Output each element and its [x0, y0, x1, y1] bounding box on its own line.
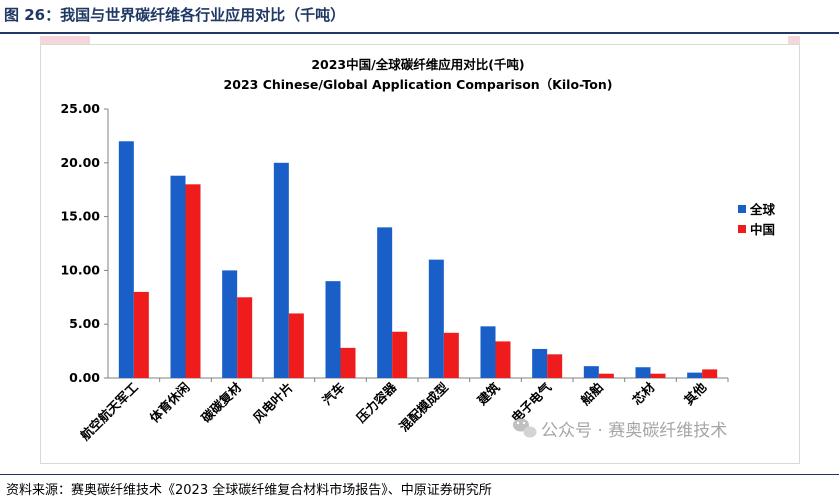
chart-subtitle: 2023 Chinese/Global Application Comparis…: [224, 77, 613, 92]
figure-header: 图 26：我国与世界碳纤维各行业应用对比（千吨）: [0, 0, 839, 34]
bar-china-5: [392, 331, 408, 378]
x-tick-label: 电子电气: [508, 379, 554, 425]
bar-global-1: [170, 175, 186, 378]
bar-global-5: [377, 227, 393, 378]
bar-china-1: [185, 184, 201, 378]
decorative-band-left: [40, 36, 90, 46]
bar-global-6: [428, 259, 444, 378]
chart-axes: [104, 108, 729, 382]
y-tick-label: 20.00: [60, 155, 100, 170]
chart-bars: [118, 141, 718, 378]
legend-china-label: 中国: [750, 222, 775, 237]
bar-china-8: [547, 354, 563, 378]
y-tick-label: 15.00: [60, 209, 100, 224]
x-tick-label: 碳碳复材: [198, 379, 244, 425]
bar-global-3: [273, 162, 289, 378]
bar-china-4: [340, 347, 356, 378]
bar-china-11: [702, 369, 718, 378]
x-tick-label: 压力容器: [353, 379, 399, 425]
x-tick-label: 其他: [681, 379, 710, 408]
bar-china-3: [288, 313, 304, 378]
figure-title: 图 26：我国与世界碳纤维各行业应用对比（千吨）: [4, 6, 346, 24]
y-tick-label: 0.00: [69, 370, 100, 385]
bar-china-6: [443, 332, 459, 378]
legend: 全球 中国: [738, 202, 776, 237]
bar-china-10: [650, 373, 666, 378]
bar-china-7: [495, 341, 511, 378]
chart-title: 2023中国/全球碳纤维应用对比(千吨): [311, 57, 524, 72]
decorative-band-right: [788, 36, 800, 46]
bar-global-2: [222, 270, 238, 378]
x-tick-label: 体育休闲: [147, 380, 193, 426]
watermark: 公众号 · 赛奥碳纤维技术: [513, 418, 727, 441]
bar-china-2: [237, 297, 253, 378]
bar-global-7: [480, 326, 496, 378]
bar-global-8: [532, 348, 548, 378]
x-tick-label: 建筑: [474, 379, 503, 408]
y-tick-label: 10.00: [60, 262, 100, 277]
bar-china-9: [598, 373, 614, 378]
bar-global-9: [583, 366, 599, 378]
x-tick-label: 芯材: [629, 379, 658, 408]
x-tick-label: 风电叶片: [250, 380, 296, 426]
x-tick-label: 混配模成型: [396, 379, 451, 434]
chart-frame: [40, 44, 800, 464]
bar-china-0: [133, 291, 149, 378]
y-tick-label: 25.00: [60, 101, 100, 116]
footer-divider: [0, 474, 839, 475]
x-tick-label: 汽车: [319, 379, 348, 408]
bar-global-10: [635, 367, 651, 378]
wechat-icon: [513, 418, 537, 438]
legend-china-swatch: [738, 225, 746, 233]
bar-global-0: [118, 141, 134, 378]
x-tick-label: 船舶: [578, 380, 606, 408]
bar-global-11: [687, 372, 703, 378]
legend-global-swatch: [738, 205, 746, 213]
bar-global-4: [325, 281, 341, 378]
y-tick-label: 5.00: [69, 316, 100, 331]
source-note: 资料来源：赛奥碳纤维技术《2023 全球碳纤维复合材料市场报告》、中原证券研究所: [6, 483, 492, 498]
legend-global-label: 全球: [749, 202, 776, 217]
x-tick-label: 航空航天军工: [77, 379, 141, 443]
watermark-text: 公众号 · 赛奥碳纤维技术: [541, 420, 727, 441]
